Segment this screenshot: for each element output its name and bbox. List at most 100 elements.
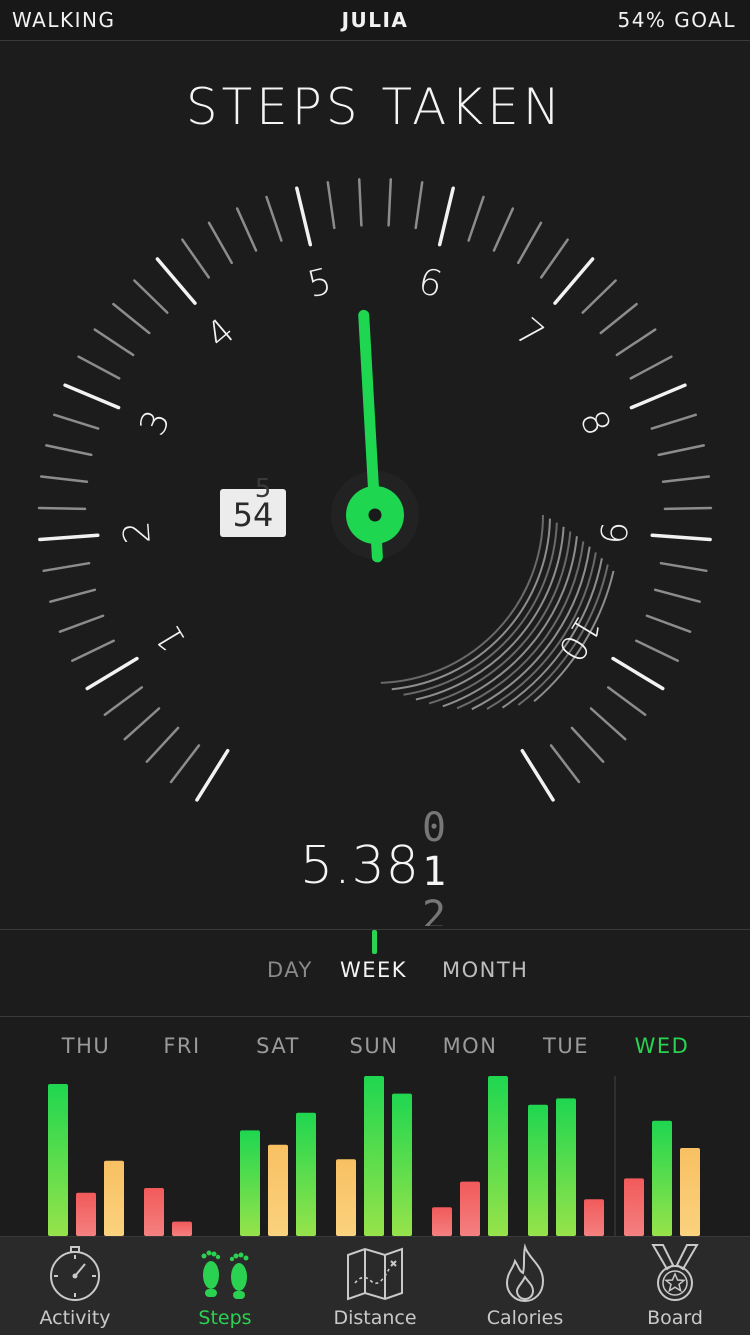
- bar-thu-1[interactable]: [48, 1084, 68, 1236]
- decor-arc: [486, 552, 597, 710]
- minor-tick: [589, 707, 627, 741]
- minor-tick: [133, 279, 169, 314]
- tab-steps[interactable]: Steps: [150, 1237, 300, 1335]
- minor-tick: [42, 561, 91, 573]
- tab-board[interactable]: Board: [600, 1237, 750, 1335]
- period-tab-day[interactable]: DAY: [267, 958, 313, 982]
- minor-tick: [71, 639, 115, 663]
- stopwatch-icon: [50, 1246, 100, 1301]
- bar-sat-1[interactable]: [240, 1130, 260, 1236]
- digit-roller: 0 1 2: [422, 806, 456, 926]
- scale-label-4: 4: [199, 311, 243, 357]
- bar-fri-1[interactable]: [144, 1188, 164, 1236]
- minor-tick: [659, 561, 708, 573]
- steps-readout: 5.38: [300, 836, 420, 896]
- decor-arc: [428, 531, 572, 705]
- bar-sat-3[interactable]: [296, 1112, 316, 1236]
- day-label-wed: WED: [634, 1034, 690, 1058]
- tab-board-label: Board: [647, 1307, 703, 1329]
- period-tab-week[interactable]: WEEK: [340, 958, 408, 982]
- minor-tick: [414, 181, 424, 230]
- minor-tick: [58, 614, 105, 633]
- major-tick: [553, 257, 595, 305]
- scale-label-9: 9: [591, 519, 634, 545]
- minor-tick: [112, 302, 151, 335]
- minor-tick: [629, 355, 673, 380]
- minor-tick: [39, 475, 89, 484]
- bar-mon-1[interactable]: [432, 1207, 452, 1236]
- decor-arc: [501, 558, 603, 709]
- major-tick: [38, 533, 100, 542]
- major-tick: [611, 656, 665, 691]
- map-icon: [347, 1247, 403, 1301]
- roller-digit-prev: 0: [422, 806, 447, 851]
- decor-arc: [415, 526, 565, 701]
- tab-activity[interactable]: Activity: [0, 1237, 150, 1335]
- tab-calories[interactable]: Calories: [450, 1237, 600, 1335]
- user-name[interactable]: JULIA: [341, 8, 409, 32]
- bar-tue-2[interactable]: [556, 1098, 576, 1236]
- bar-thu-3[interactable]: [104, 1160, 124, 1236]
- minor-tick: [326, 181, 336, 230]
- minor-tick: [45, 444, 93, 457]
- major-tick: [295, 186, 313, 247]
- decor-arc: [442, 536, 578, 708]
- minor-tick: [657, 444, 705, 457]
- day-label-mon: MON: [442, 1034, 498, 1058]
- tab-activity-label: Activity: [39, 1307, 111, 1329]
- scale-label-7: 7: [507, 311, 551, 357]
- scale-label-3: 3: [132, 405, 179, 442]
- tab-calories-label: Calories: [486, 1307, 564, 1329]
- minor-tick: [540, 238, 569, 279]
- tab-bar: Activity Steps Distance Calories: [0, 1236, 750, 1335]
- decor-arc: [533, 570, 615, 703]
- day-label-sat: SAT: [256, 1034, 300, 1058]
- minor-tick: [606, 686, 647, 716]
- bar-mon-3[interactable]: [488, 1076, 508, 1236]
- bar-mon-2[interactable]: [460, 1181, 480, 1236]
- day-label-tue: TUE: [543, 1034, 589, 1058]
- bar-tue-1[interactable]: [528, 1104, 548, 1236]
- major-tick: [520, 749, 555, 802]
- scale-label-8: 8: [571, 405, 618, 442]
- minor-tick: [93, 328, 135, 357]
- scale-label-1: 1: [148, 618, 195, 659]
- major-tick: [195, 749, 230, 802]
- minor-tick: [207, 221, 234, 265]
- week-bar-chart[interactable]: [0, 1060, 750, 1236]
- goal-percent: 54% GOAL: [617, 8, 736, 32]
- bar-sun-1[interactable]: [336, 1159, 356, 1236]
- activity-type[interactable]: WALKING: [12, 8, 116, 32]
- roller-digit-next: 2: [422, 893, 447, 926]
- bar-sun-3[interactable]: [392, 1093, 412, 1236]
- bar-wed-1[interactable]: [624, 1178, 644, 1236]
- minor-tick: [549, 744, 581, 784]
- decor-arc: [471, 546, 591, 711]
- minor-tick: [615, 328, 657, 357]
- tab-distance[interactable]: Distance: [300, 1237, 450, 1335]
- bar-sat-2[interactable]: [268, 1144, 288, 1236]
- bar-fri-2[interactable]: [172, 1221, 192, 1236]
- bar-thu-2[interactable]: [76, 1192, 96, 1236]
- minor-tick: [265, 195, 283, 242]
- bar-sun-2[interactable]: [364, 1076, 384, 1236]
- bar-wed-3[interactable]: [680, 1148, 700, 1236]
- minor-tick: [53, 413, 100, 430]
- divider: [0, 1016, 750, 1017]
- bar-wed-2[interactable]: [652, 1120, 672, 1236]
- gauge-needle: [331, 309, 419, 563]
- bar-tue-3[interactable]: [584, 1199, 604, 1236]
- minor-tick: [169, 744, 201, 784]
- minor-tick: [145, 726, 180, 763]
- decor-arc: [403, 522, 558, 696]
- minor-tick: [235, 207, 258, 252]
- scale-label-2: 2: [116, 519, 159, 545]
- minor-tick: [599, 302, 638, 335]
- period-indicator: [372, 930, 377, 954]
- footprints-icon: [201, 1250, 249, 1299]
- minor-tick: [49, 588, 97, 603]
- decor-arc: [517, 564, 609, 706]
- scale-label-6: 6: [414, 261, 446, 306]
- period-tab-month[interactable]: MONTH: [442, 958, 529, 982]
- minor-tick: [467, 195, 485, 242]
